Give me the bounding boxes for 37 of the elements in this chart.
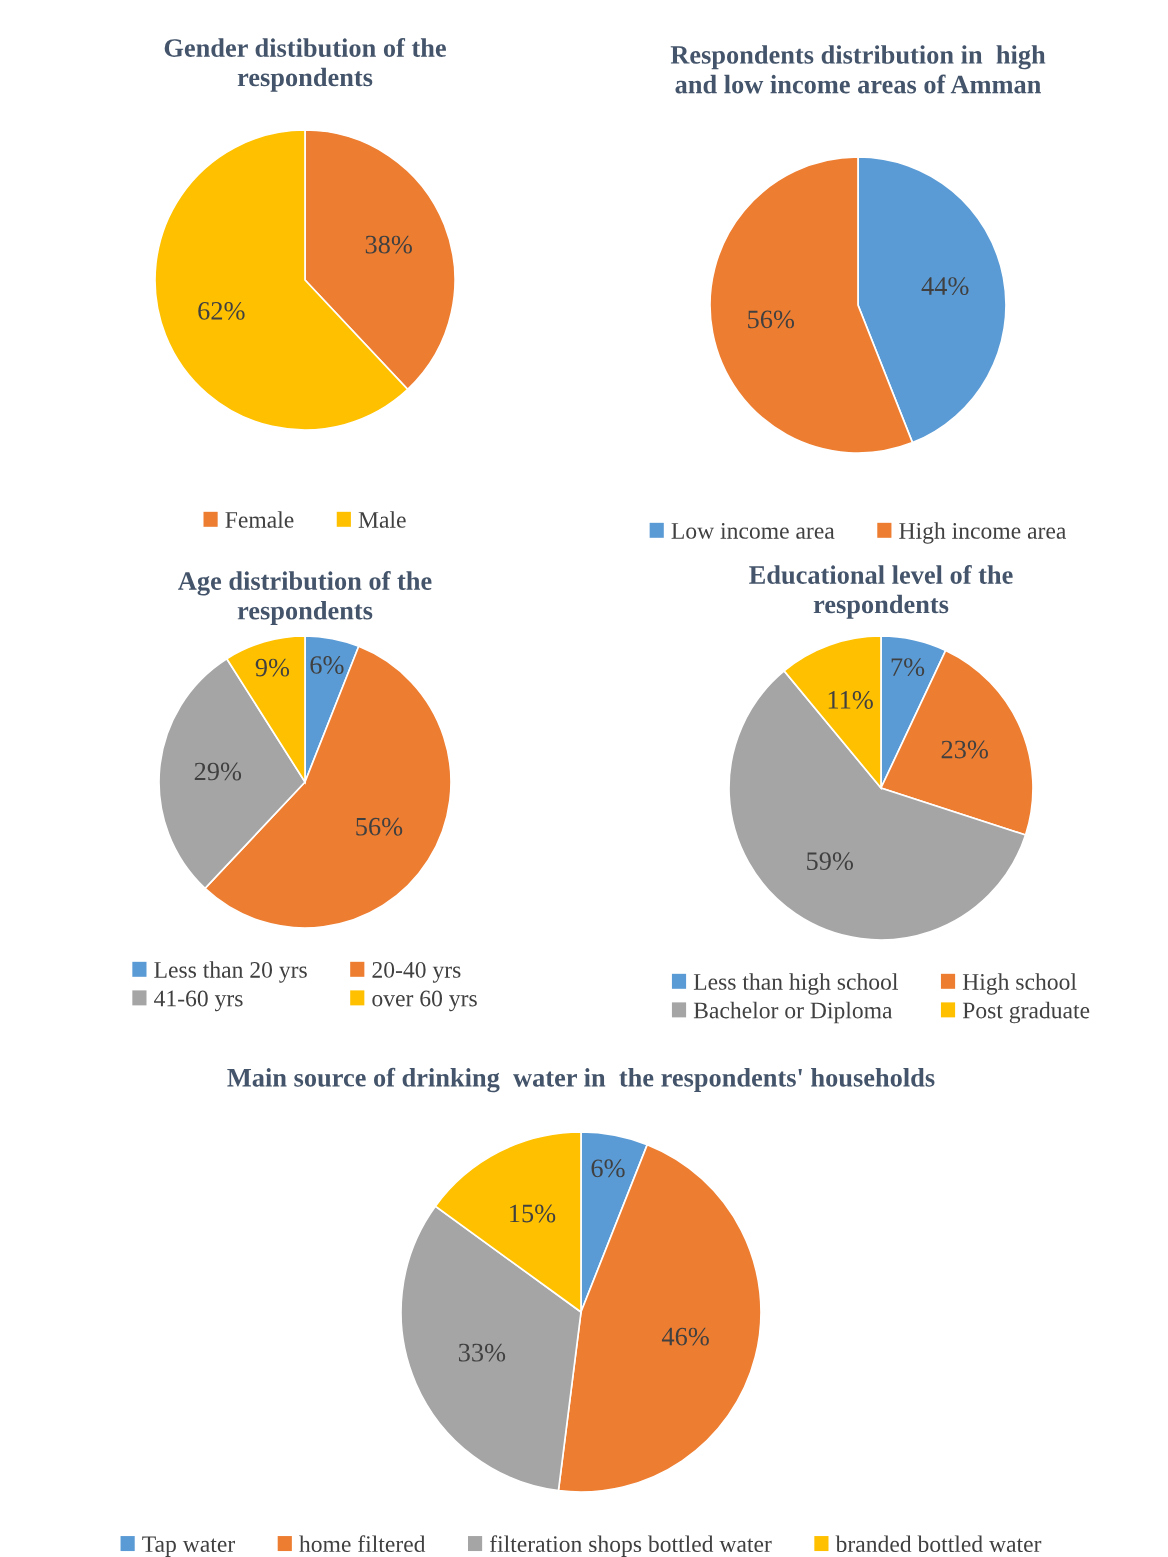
data-label: 56% [748, 310, 795, 329]
legend-label: 20-40 yrs [372, 961, 461, 983]
data-label: 7% [891, 658, 925, 677]
legend-label: High income area [899, 522, 1067, 544]
data-label: 15% [510, 1204, 556, 1223]
chart-title: Main source of drinking water in the respondents' households [227, 1067, 935, 1093]
legend-label: branded bottled water [835, 1535, 1042, 1553]
chart-title: Gender distibution of the respondents [164, 38, 446, 92]
data-label: 56% [356, 817, 403, 836]
data-label: 59% [807, 852, 854, 871]
legend-label: Female [225, 511, 294, 528]
data-label: 29% [194, 762, 242, 781]
legend-label: filteration shops bottled water [489, 1535, 772, 1557]
data-label: 6% [310, 656, 344, 674]
data-label: 33% [458, 1343, 506, 1362]
legend-label: home filtered [299, 1535, 426, 1553]
legend-label: Low income area [671, 523, 835, 539]
legend-label: High school [962, 973, 1077, 995]
chart-title: Respondents distribution in high and low income areas of Amman [670, 45, 1046, 94]
data-label: 46% [661, 1327, 709, 1346]
data-label: 6% [591, 1159, 625, 1178]
data-label: 62% [198, 301, 245, 320]
legend-label: 41-60 yrs [154, 990, 243, 1012]
chart-title: Age distribution of the respondents [178, 571, 432, 625]
legend-label: Male [358, 511, 406, 528]
legend-label: Less than high school [693, 973, 898, 995]
legend-label: Less than 20 yrs [154, 961, 307, 983]
chart-title: Educational level of the respondents [749, 565, 1013, 619]
legend-label: Post graduate [962, 1001, 1090, 1024]
data-label: 23% [941, 740, 988, 759]
data-label: 44% [921, 277, 969, 296]
data-label: 11% [828, 690, 873, 709]
legend-label: over 60 yrs [372, 990, 477, 1012]
legend-label: Tap water [142, 1536, 235, 1557]
legend-label: Bachelor or Diploma [693, 1001, 893, 1024]
data-label: 9% [255, 658, 290, 677]
data-label: 38% [365, 235, 412, 254]
